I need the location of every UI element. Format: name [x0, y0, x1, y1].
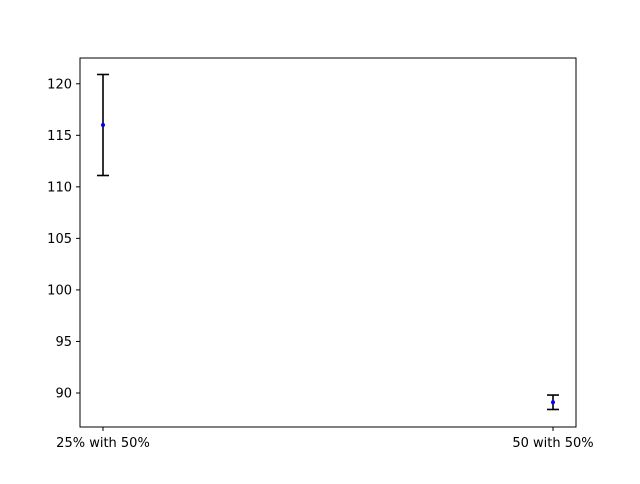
x-tick-label: 25% with 50%	[56, 436, 150, 451]
y-tick-label: 100	[47, 283, 72, 298]
data-point	[101, 122, 105, 127]
x-tick-label: 50 with 50%	[512, 436, 593, 451]
y-tick-label: 120	[47, 77, 72, 92]
y-tick-label: 110	[47, 180, 72, 195]
y-tick-label: 95	[55, 335, 72, 350]
data-point	[551, 400, 555, 405]
y-tick-label: 90	[55, 386, 72, 401]
plot-area	[79, 57, 577, 428]
y-tick-label: 115	[47, 129, 72, 144]
data-points	[101, 122, 555, 405]
y-axis-ticks: 90 95 100 105 110 115 120	[47, 77, 80, 401]
x-axis-ticks: 25% with 50% 50 with 50%	[56, 427, 594, 451]
y-tick-label: 105	[47, 232, 72, 247]
